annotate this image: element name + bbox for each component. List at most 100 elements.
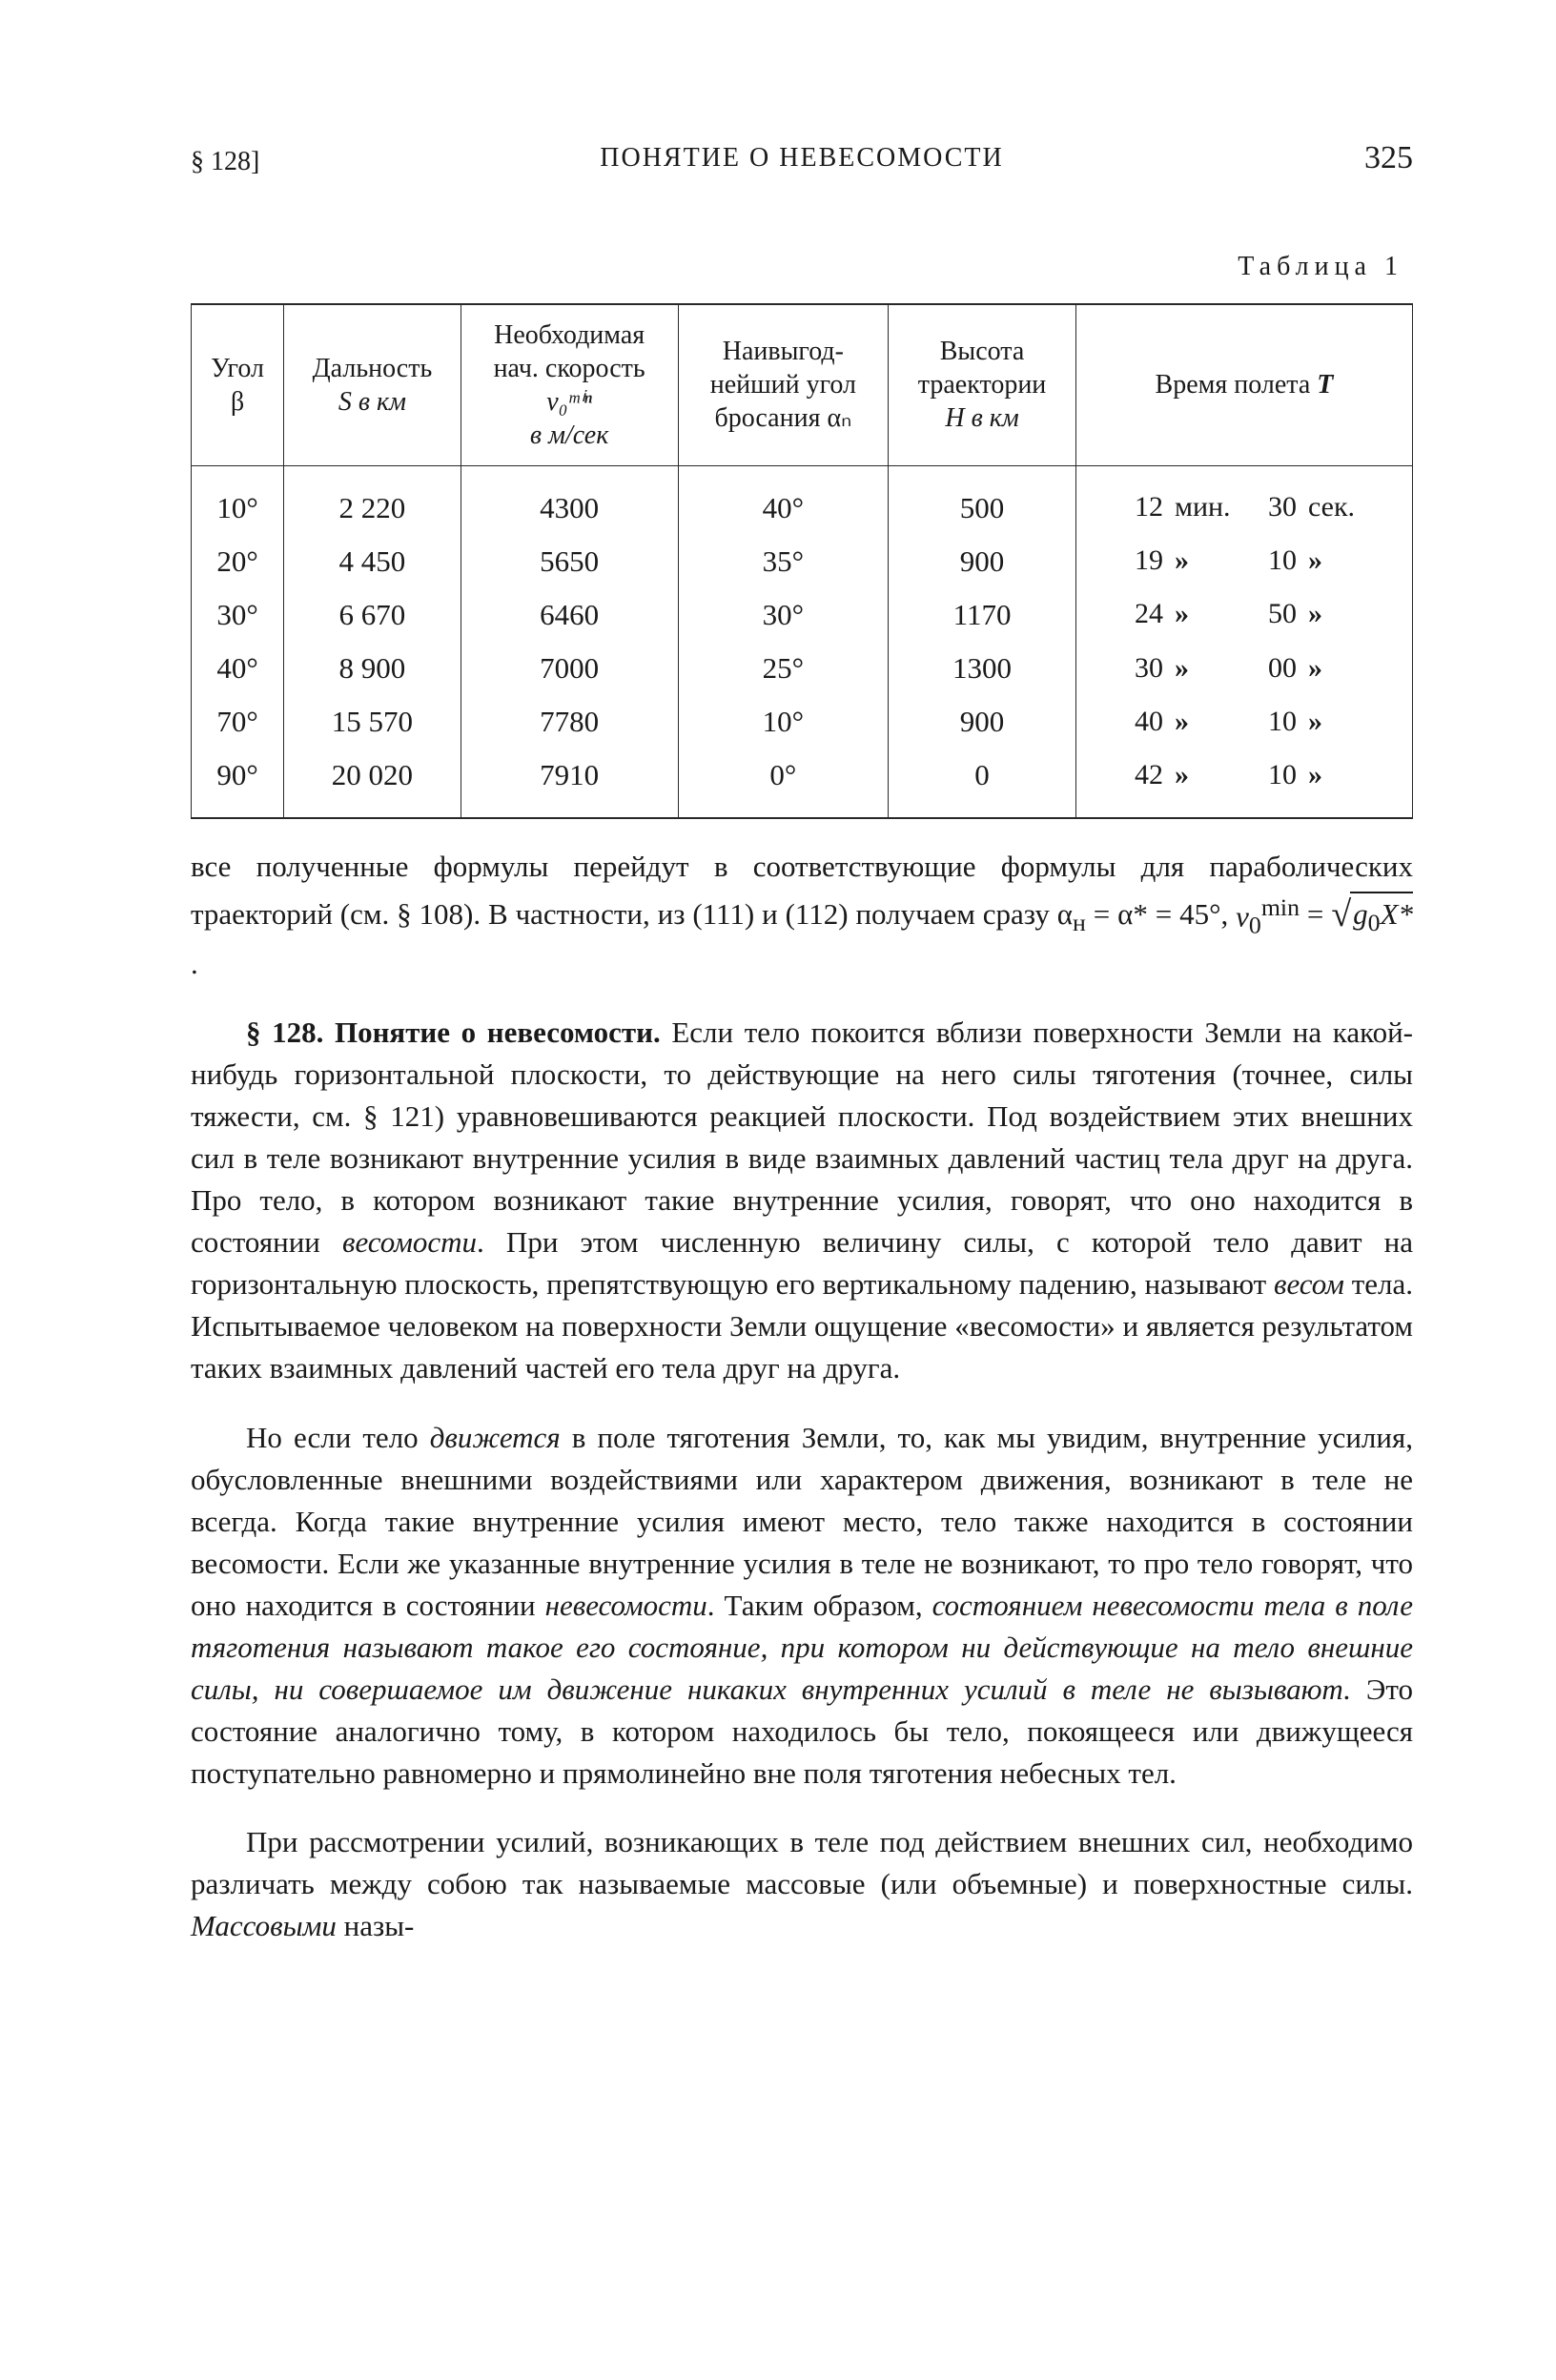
running-header: § 128] ПОНЯТИЕ О НЕВЕСОМОСТИ 325 bbox=[191, 133, 1413, 248]
cell-opt-angle: 10° bbox=[678, 695, 889, 749]
body-text: . bbox=[191, 947, 198, 980]
flight-time-part: 30 bbox=[1253, 487, 1297, 528]
subscript: 0 bbox=[1368, 909, 1381, 936]
th-text: нач. скорость bbox=[494, 354, 645, 383]
th-text: v₀ᵐⁱⁿ bbox=[546, 387, 592, 417]
body-text: назы- bbox=[337, 1909, 415, 1942]
flight-time-part: » bbox=[1175, 755, 1241, 796]
th-text: Дальность bbox=[313, 354, 433, 383]
th-text: β bbox=[231, 387, 244, 417]
cell-angle: 40° bbox=[192, 642, 284, 695]
cell-v0: 6460 bbox=[461, 588, 678, 642]
emphasis: Массовыми bbox=[191, 1909, 337, 1942]
cell-v0: 5650 bbox=[461, 535, 678, 588]
flight-time-part: » bbox=[1308, 594, 1369, 635]
subscript: н bbox=[1073, 909, 1086, 936]
cell-angle: 90° bbox=[192, 749, 284, 818]
cell-opt-angle: 40° bbox=[678, 465, 889, 535]
table-row: 90°20 02079100°042»10» bbox=[192, 749, 1413, 818]
flight-time-part: 10 bbox=[1253, 541, 1297, 582]
cell-range: 20 020 bbox=[284, 749, 461, 818]
body-text: При рассмотрении усилий, возникающих в т… bbox=[191, 1825, 1413, 1900]
th-text: Время полета T bbox=[1156, 370, 1334, 400]
cell-flight-time: 40»10» bbox=[1075, 695, 1412, 749]
flight-time-part: сек. bbox=[1308, 487, 1369, 528]
cell-v0: 4300 bbox=[461, 465, 678, 535]
formula: v0min bbox=[1236, 891, 1300, 943]
th-text: S в км bbox=[338, 387, 406, 417]
emphasis: невесо­мости bbox=[545, 1589, 707, 1622]
body-text: . Таким образом, bbox=[707, 1589, 932, 1622]
flight-time-part: 24 bbox=[1119, 594, 1163, 635]
flight-time-part: » bbox=[1175, 541, 1241, 582]
flight-time-part: » bbox=[1308, 648, 1369, 689]
th-text: траектории bbox=[918, 370, 1047, 400]
cell-opt-angle: 30° bbox=[678, 588, 889, 642]
cell-flight-time: 42»10» bbox=[1075, 749, 1412, 818]
table-row: 40°8 900700025°130030»00» bbox=[192, 642, 1413, 695]
cell-opt-angle: 35° bbox=[678, 535, 889, 588]
paragraph-section: § 128. Понятие о невесомости. Если тело … bbox=[191, 1012, 1413, 1389]
eq-sign: = bbox=[1300, 897, 1331, 931]
cell-v0: 7000 bbox=[461, 642, 678, 695]
cell-flight-time: 30»00» bbox=[1075, 642, 1412, 695]
sqrt-body: g0X* bbox=[1350, 892, 1413, 941]
var-xstar: X* bbox=[1381, 897, 1413, 931]
cell-range: 4 450 bbox=[284, 535, 461, 588]
cell-opt-angle: 25° bbox=[678, 642, 889, 695]
var-g: g bbox=[1353, 897, 1368, 931]
th-text: нейший угол bbox=[710, 370, 856, 400]
flight-time-part: » bbox=[1308, 755, 1369, 796]
flight-time-part: 10 bbox=[1253, 755, 1297, 796]
cell-height: 500 bbox=[889, 465, 1076, 535]
col-opt-angle: Наивыгод- нейший угол бросания αₙ bbox=[678, 304, 889, 466]
flight-time-part: » bbox=[1175, 702, 1241, 743]
paragraph: При рассмотрении усилий, возникающих в т… bbox=[191, 1821, 1413, 1947]
data-table: Угол β Дальность S в км Необходимая нач.… bbox=[191, 303, 1413, 819]
th-text: H в км bbox=[945, 403, 1018, 433]
cell-height: 900 bbox=[889, 535, 1076, 588]
cell-height: 900 bbox=[889, 695, 1076, 749]
col-height: Высота траектории H в км bbox=[889, 304, 1076, 466]
col-v0: Необходимая нач. скорость v₀ᵐⁱⁿ в м/сек bbox=[461, 304, 678, 466]
cell-angle: 70° bbox=[192, 695, 284, 749]
cell-range: 2 220 bbox=[284, 465, 461, 535]
cell-flight-time: 19»10» bbox=[1075, 535, 1412, 588]
th-text: бросания αₙ bbox=[714, 403, 851, 433]
flight-time-part: 12 bbox=[1119, 487, 1163, 528]
cell-v0: 7780 bbox=[461, 695, 678, 749]
cell-angle: 30° bbox=[192, 588, 284, 642]
cell-angle: 10° bbox=[192, 465, 284, 535]
col-angle: Угол β bbox=[192, 304, 284, 466]
table-row: 20°4 450565035°90019»10» bbox=[192, 535, 1413, 588]
cell-range: 8 900 bbox=[284, 642, 461, 695]
cell-height: 1300 bbox=[889, 642, 1076, 695]
table-row: 30°6 670646030°117024»50» bbox=[192, 588, 1413, 642]
flight-time-part: 00 bbox=[1253, 648, 1297, 689]
flight-time-part: 40 bbox=[1119, 702, 1163, 743]
cell-flight-time: 12 мин. 30 сек. bbox=[1075, 465, 1412, 535]
flight-time-part: 50 bbox=[1253, 594, 1297, 635]
flight-time-part: » bbox=[1175, 594, 1241, 635]
th-text: Необходимая bbox=[494, 320, 645, 350]
body-text: Но если тело bbox=[246, 1421, 430, 1454]
sqrt-icon: √ bbox=[1331, 890, 1351, 941]
cell-opt-angle: 0° bbox=[678, 749, 889, 818]
paragraph: Но если тело движется в поле тяготения З… bbox=[191, 1417, 1413, 1795]
cell-range: 6 670 bbox=[284, 588, 461, 642]
cell-height: 1170 bbox=[889, 588, 1076, 642]
flight-time-part: » bbox=[1308, 702, 1369, 743]
flight-time-part: мин. bbox=[1175, 487, 1241, 528]
var-v: v bbox=[1236, 899, 1249, 933]
cell-angle: 20° bbox=[192, 535, 284, 588]
th-text: Угол bbox=[211, 354, 264, 383]
body-text: Если тело покоится вблизи поверхности Зе… bbox=[191, 1016, 1413, 1259]
col-range: Дальность S в км bbox=[284, 304, 461, 466]
header-title: ПОНЯТИЕ О НЕВЕСОМОСТИ bbox=[191, 139, 1413, 177]
th-text: Высота bbox=[940, 337, 1025, 366]
flight-time-part: » bbox=[1175, 648, 1241, 689]
th-text: в м/сек bbox=[530, 421, 608, 450]
emphasis: движется bbox=[430, 1421, 561, 1454]
th-text: Наивыгод- bbox=[723, 337, 844, 366]
cell-v0: 7910 bbox=[461, 749, 678, 818]
